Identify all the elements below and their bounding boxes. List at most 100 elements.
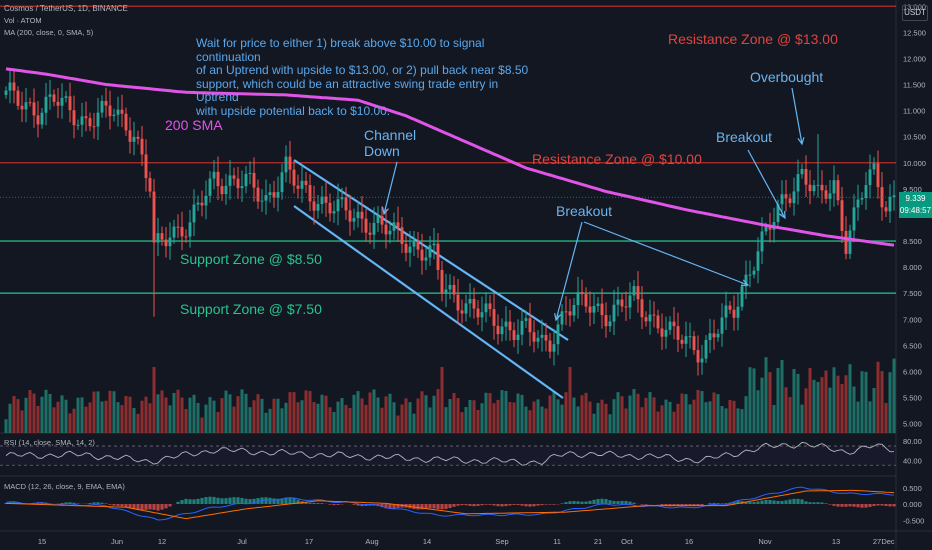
candle-body	[324, 196, 328, 203]
volume-bar	[264, 412, 268, 433]
macd-histogram-bar	[620, 500, 624, 504]
macd-histogram-bar	[736, 501, 740, 504]
volume-bar	[688, 404, 692, 433]
price-tick-label: 6.000	[903, 367, 922, 376]
candle-body	[740, 286, 744, 307]
volume-bar	[716, 394, 720, 433]
macd-histogram-bar	[600, 498, 604, 504]
candle-body	[360, 211, 364, 219]
candle-body	[788, 198, 792, 204]
volume-bar	[592, 413, 596, 433]
volume-bar	[556, 399, 560, 433]
macd-histogram-bar	[748, 502, 752, 504]
volume-bar	[260, 398, 264, 433]
currency-button[interactable]: USDT	[902, 5, 928, 21]
time-tick-label: 27	[873, 537, 881, 546]
candle-body	[540, 334, 544, 338]
macd-histogram-bar	[524, 504, 528, 507]
time-tick-label: Oct	[621, 537, 634, 546]
volume-bar	[348, 408, 352, 433]
volume-bar	[96, 391, 100, 433]
candle-body	[648, 314, 652, 322]
macd-histogram-bar	[700, 504, 704, 506]
macd-histogram-bar	[380, 504, 384, 508]
macd-histogram-bar	[552, 504, 556, 505]
macd-histogram-bar	[532, 504, 536, 507]
macd-histogram-bar	[116, 504, 120, 506]
candle-body	[412, 241, 416, 247]
macd-histogram-bar	[536, 504, 540, 506]
volume-bar	[544, 408, 548, 433]
macd-tick-label: 0.000	[903, 500, 922, 509]
volume-bar	[492, 403, 496, 433]
macd-histogram-bar	[780, 500, 784, 504]
volume-bar	[672, 411, 676, 433]
macd-histogram-bar	[440, 504, 444, 510]
candle-body	[420, 249, 424, 261]
volume-bar	[632, 389, 636, 433]
candle-body	[884, 207, 888, 212]
candle-body	[256, 187, 260, 202]
candle-body	[576, 292, 580, 306]
volume-bar	[380, 407, 384, 433]
volume-bar	[708, 401, 712, 433]
candle-body	[236, 178, 240, 189]
overbought-arrow	[791, 87, 803, 145]
volume-bar	[692, 399, 696, 433]
resistance-13-label: Resistance Zone @ $13.00	[668, 31, 838, 47]
volume-bar	[148, 403, 152, 433]
macd-histogram-bar	[188, 499, 192, 504]
time-tick-label: Dec	[881, 537, 895, 546]
macd-histogram-bar	[544, 504, 548, 505]
time-tick-label: 14	[423, 537, 431, 546]
macd-histogram-bar	[724, 503, 728, 504]
macd-histogram-bar	[568, 501, 572, 504]
volume-bar	[612, 399, 616, 433]
volume-bar	[636, 393, 640, 433]
candle-body	[776, 204, 780, 223]
macd-histogram-bar	[804, 501, 808, 504]
macd-histogram-bar	[292, 498, 296, 504]
macd-histogram-bar	[584, 501, 588, 504]
macd-histogram-bar	[384, 504, 388, 509]
volume-bar	[520, 394, 524, 433]
macd-histogram-bar	[632, 502, 636, 504]
volume-bar	[764, 357, 768, 433]
candle-body	[336, 199, 340, 212]
candle-body	[92, 126, 96, 128]
volume-bar	[512, 402, 516, 433]
macd-histogram-bar	[312, 502, 316, 504]
macd-tick-label: -0.500	[903, 516, 924, 525]
macd-histogram-bar	[204, 497, 208, 504]
macd-histogram-bar	[232, 497, 236, 504]
volume-bar	[880, 371, 884, 433]
candle-body	[212, 171, 216, 179]
candle-body	[636, 286, 640, 300]
candle-body	[732, 309, 736, 318]
candle-body	[872, 163, 876, 170]
macd-histogram-bar	[644, 504, 648, 505]
volume-bar	[392, 402, 396, 433]
volume-bar	[576, 406, 580, 433]
candle-body	[784, 194, 788, 199]
macd-histogram-bar	[640, 504, 644, 505]
sma200-label: 200 SMA	[165, 117, 223, 133]
candle-body	[744, 274, 748, 287]
candle-body	[856, 199, 860, 208]
volume-bar	[560, 404, 564, 433]
volume-bar	[776, 368, 780, 433]
price-tick-label: 7.000	[903, 315, 922, 324]
candle-body	[532, 332, 536, 342]
price-tick-label: 8.500	[903, 237, 922, 246]
candle-body	[644, 317, 648, 322]
volume-bar	[316, 403, 320, 433]
candle-body	[580, 292, 584, 295]
candle-body	[184, 236, 188, 238]
volume-bar	[216, 412, 220, 433]
candle-body	[844, 230, 848, 254]
volume-bar	[376, 397, 380, 433]
volume-bar	[608, 414, 612, 433]
candle-body	[764, 226, 768, 232]
volume-bar	[860, 371, 864, 433]
